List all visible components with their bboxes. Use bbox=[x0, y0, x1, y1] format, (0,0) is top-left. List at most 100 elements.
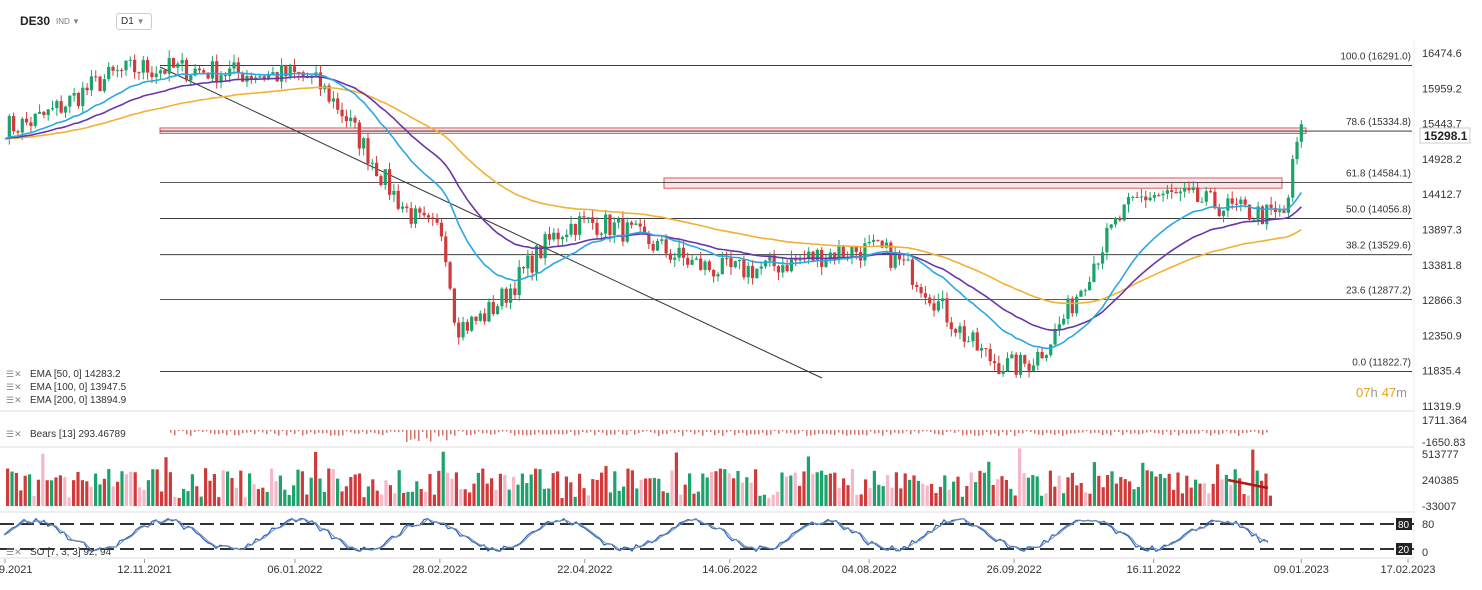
instrument-type-label[interactable]: IND ▼ bbox=[56, 17, 80, 26]
candle-body bbox=[824, 259, 828, 267]
volume-bar bbox=[155, 469, 159, 506]
volume-bar bbox=[982, 472, 986, 506]
bears-bar bbox=[1062, 430, 1064, 436]
volume-bar bbox=[916, 480, 920, 506]
ema-50-line bbox=[4, 71, 1302, 350]
bears-bar bbox=[838, 430, 840, 433]
candle-body bbox=[55, 101, 59, 109]
candle-body bbox=[483, 313, 487, 322]
volume-bar bbox=[925, 485, 929, 506]
volume-bar bbox=[353, 474, 357, 506]
candle-body bbox=[219, 75, 223, 83]
candle-body bbox=[958, 326, 962, 333]
candle-body bbox=[513, 288, 517, 296]
symbol-label[interactable]: DE30 bbox=[20, 14, 51, 28]
bears-bar bbox=[190, 430, 192, 436]
volume-bar bbox=[1255, 470, 1259, 506]
price-axis: 16474.615959.215443.714928.214412.713897… bbox=[1422, 48, 1462, 413]
volume-bar bbox=[230, 478, 234, 506]
candle-body bbox=[552, 232, 556, 240]
bears-bar bbox=[370, 430, 372, 433]
volume-bar bbox=[1238, 478, 1242, 506]
bears-bar bbox=[798, 430, 800, 434]
candle-body bbox=[556, 232, 560, 240]
bears-histogram bbox=[170, 430, 1268, 443]
bears-bar bbox=[918, 430, 920, 434]
volume-bar bbox=[1163, 478, 1167, 506]
bears-bar bbox=[758, 430, 760, 435]
volume-bar bbox=[441, 451, 445, 506]
candle-body bbox=[1208, 191, 1213, 193]
candle-body bbox=[521, 267, 526, 269]
bears-bar bbox=[1090, 430, 1092, 434]
chevron-down-icon[interactable]: ▼ bbox=[72, 17, 80, 26]
candle-body bbox=[1036, 351, 1040, 366]
candle-body bbox=[1234, 203, 1239, 205]
bears-bar bbox=[494, 430, 496, 435]
candle-body bbox=[1148, 197, 1152, 201]
bears-bar bbox=[254, 430, 256, 435]
candle-body bbox=[625, 222, 629, 242]
bears-bar bbox=[202, 430, 204, 433]
candle-body bbox=[1100, 252, 1105, 264]
so-badge-80 bbox=[1396, 518, 1412, 530]
price-tick-label: 11319.9 bbox=[1422, 401, 1461, 413]
candle-body bbox=[889, 242, 893, 268]
candle-body bbox=[1144, 196, 1148, 201]
volume-histogram bbox=[6, 448, 1272, 506]
bears-bar bbox=[1114, 430, 1116, 432]
bears-bar bbox=[658, 430, 660, 436]
volume-bar bbox=[516, 484, 520, 506]
candle-body bbox=[612, 222, 616, 236]
candle-body bbox=[128, 59, 132, 61]
bears-bar bbox=[1034, 430, 1036, 434]
candle-body bbox=[29, 122, 33, 126]
bears-bar bbox=[422, 430, 424, 432]
candle-body bbox=[50, 108, 55, 110]
chevron-down-icon: ▼ bbox=[136, 17, 145, 26]
volume-bar bbox=[204, 468, 208, 506]
candle-body bbox=[871, 239, 876, 242]
bears-bar bbox=[662, 430, 664, 434]
timeframe-select[interactable]: D1 ▼ bbox=[116, 13, 152, 30]
candle-body bbox=[457, 322, 461, 338]
bears-bar bbox=[718, 430, 720, 434]
volume-bar bbox=[322, 491, 326, 506]
volume-bar bbox=[974, 482, 978, 506]
bears-bar bbox=[854, 430, 856, 435]
volume-bar bbox=[1216, 464, 1220, 506]
candle-body bbox=[400, 206, 405, 209]
date-tick-label: 04.08.2022 bbox=[842, 564, 897, 576]
volume-bar bbox=[305, 494, 309, 506]
bears-bar bbox=[1150, 430, 1152, 432]
bears-bar bbox=[1054, 430, 1056, 436]
bears-bar bbox=[1162, 430, 1164, 435]
bears-bar bbox=[874, 430, 876, 434]
candle-body bbox=[621, 218, 625, 242]
bears-bar bbox=[1094, 430, 1096, 433]
candle-body bbox=[915, 284, 919, 288]
volume-bar bbox=[270, 468, 274, 506]
volume-bar bbox=[1145, 470, 1149, 506]
volume-bar bbox=[996, 479, 1000, 506]
volume-bar bbox=[327, 468, 331, 506]
price-tick-label: 13897.3 bbox=[1422, 224, 1462, 236]
bears-bar bbox=[1258, 430, 1260, 434]
volume-bar bbox=[1053, 486, 1057, 506]
volume-bar bbox=[899, 488, 903, 506]
candle-body bbox=[20, 118, 24, 133]
volume-bar bbox=[1092, 462, 1096, 506]
so-axis-0: 0 bbox=[1422, 547, 1428, 559]
bears-bar bbox=[178, 430, 180, 432]
bears-bar bbox=[574, 430, 576, 436]
candle-body bbox=[1230, 198, 1234, 204]
candle-body bbox=[232, 62, 236, 69]
volume-bar bbox=[952, 481, 956, 506]
bears-bar bbox=[678, 430, 680, 433]
volume-bar bbox=[582, 488, 586, 506]
volume-bar bbox=[397, 470, 401, 506]
candle-body bbox=[1191, 187, 1195, 191]
bears-bar bbox=[1238, 430, 1240, 436]
candle-body bbox=[737, 259, 742, 262]
